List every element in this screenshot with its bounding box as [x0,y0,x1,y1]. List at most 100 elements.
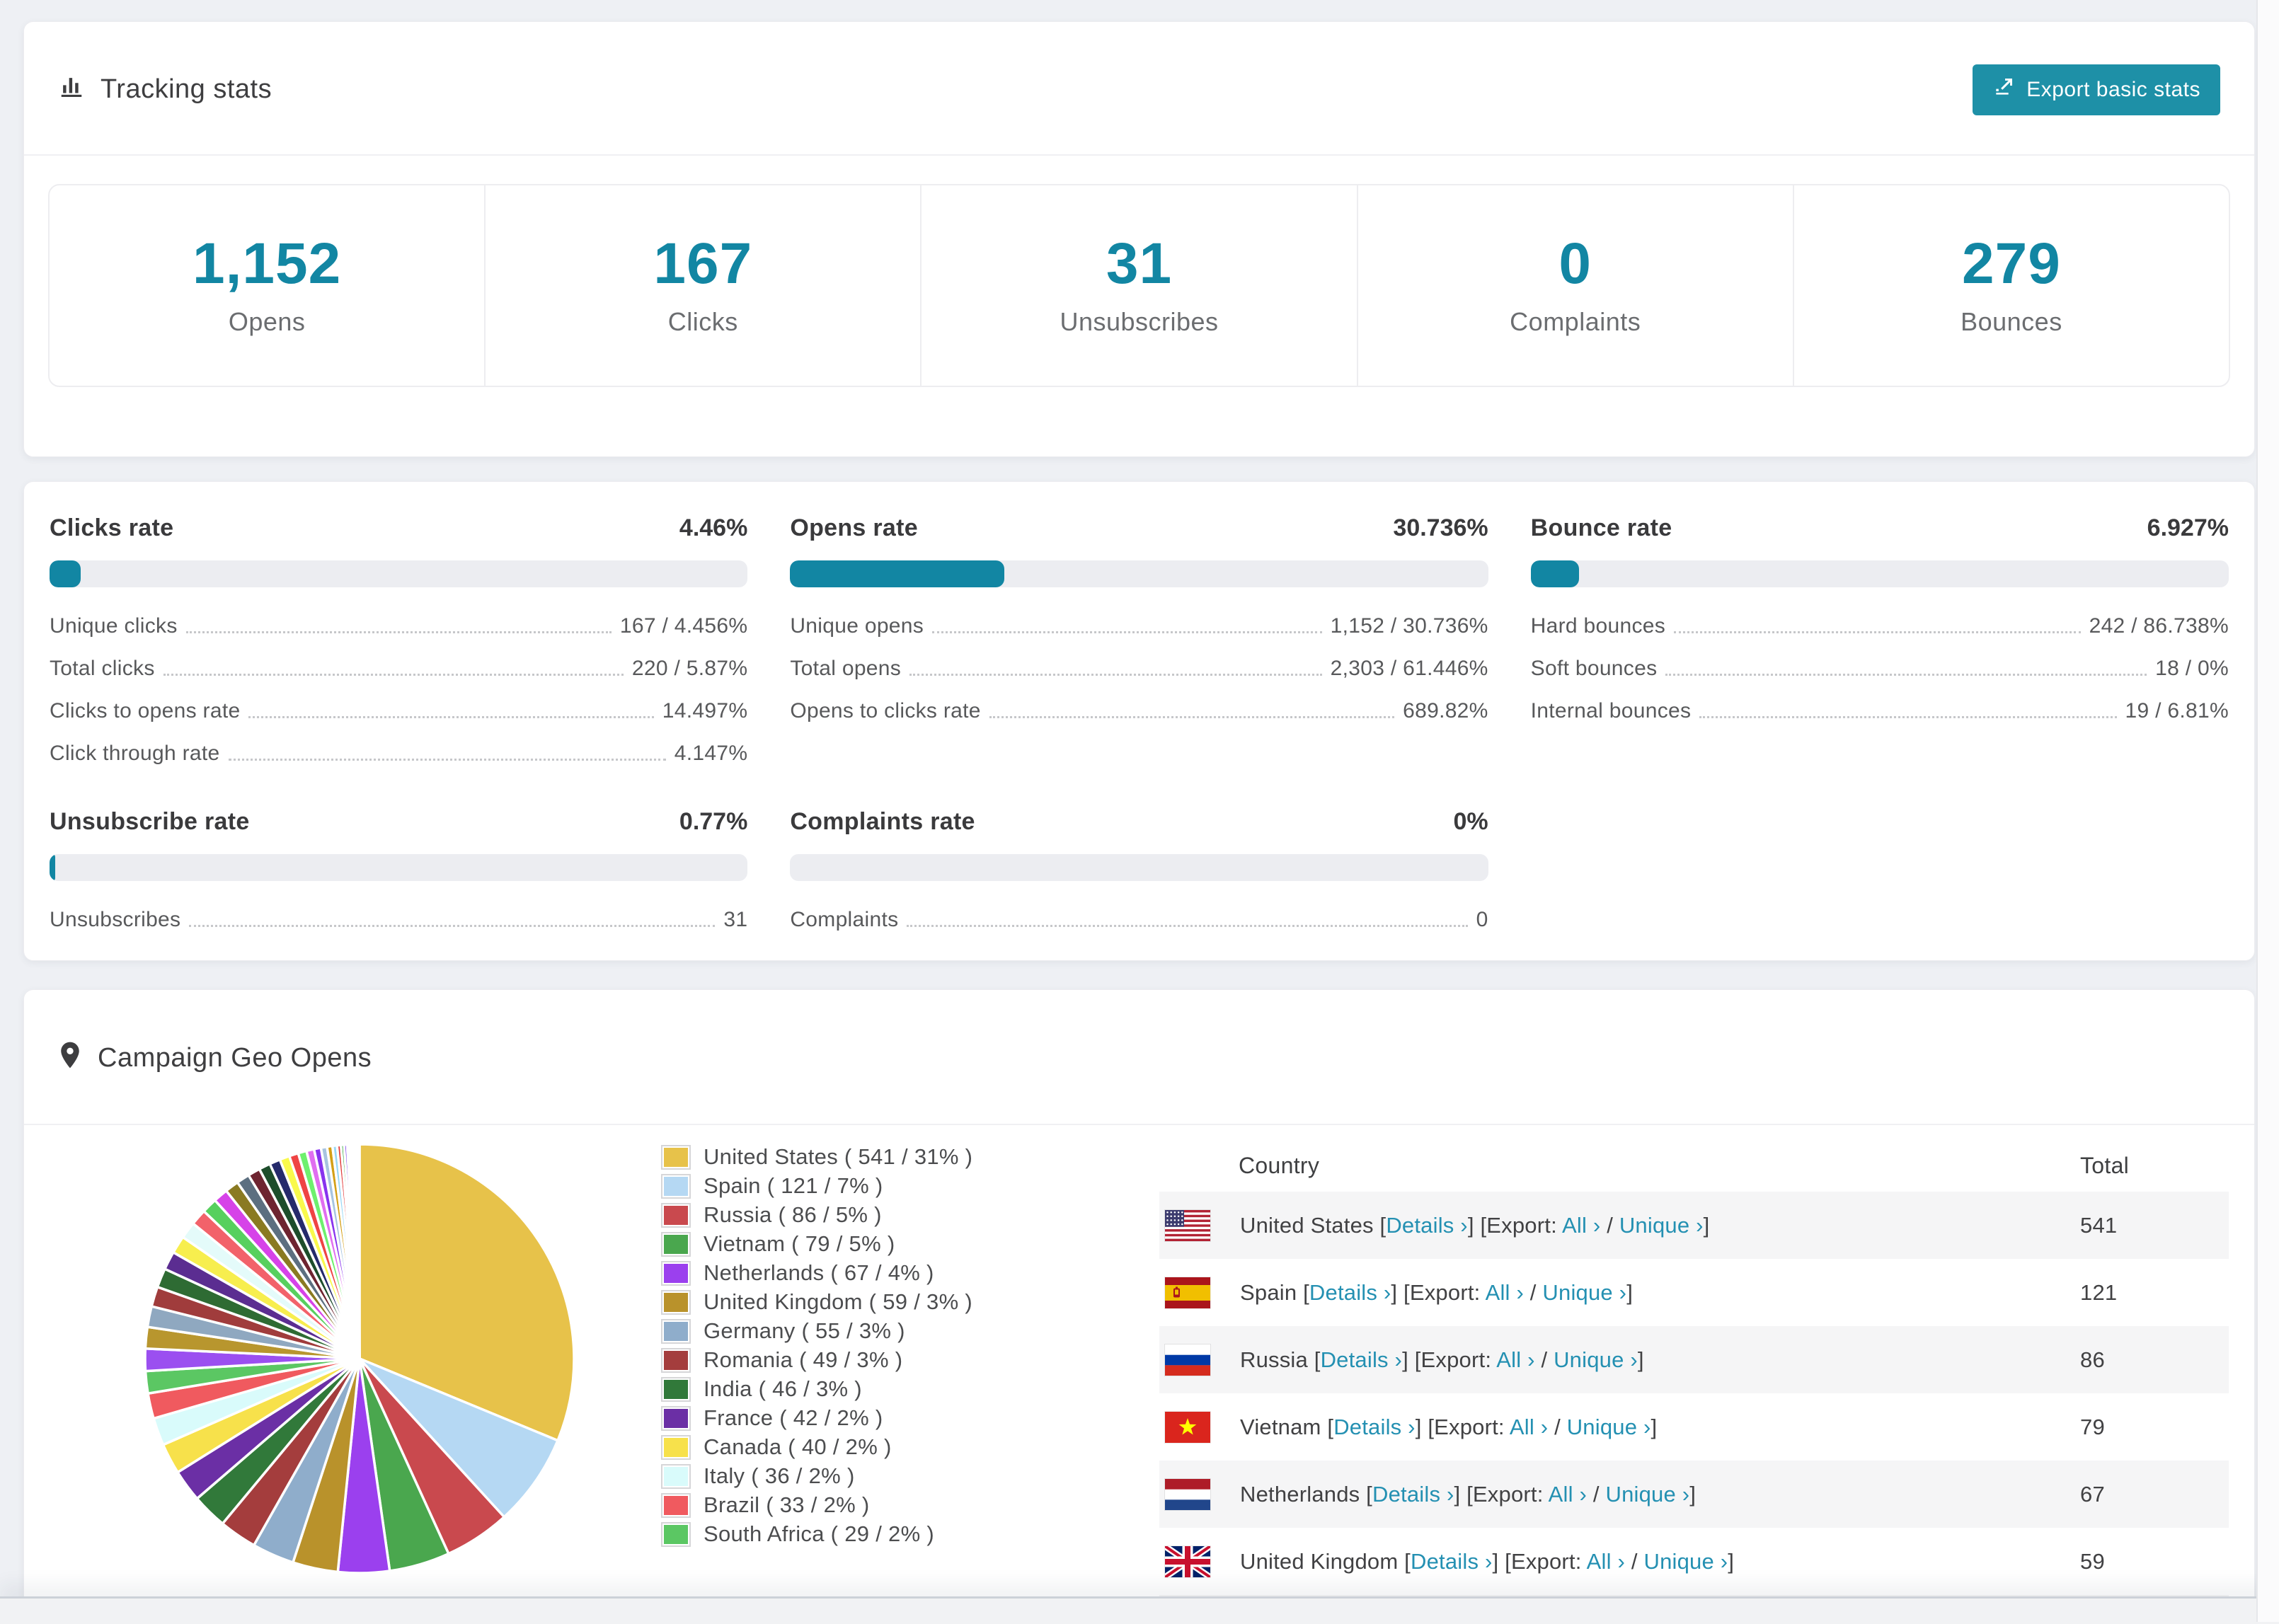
legend-item-romania[interactable]: Romania ( 49 / 3% ) [664,1347,1159,1372]
geo-title: Campaign Geo Opens [58,1041,372,1076]
stat-box-unsubscribes: 31 Unsubscribes [920,185,1356,386]
rate-row-label: Total clicks [50,657,155,681]
legend-item-germany[interactable]: Germany ( 55 / 3% ) [664,1318,1159,1344]
rate-row-label: Internal bounces [1530,699,1692,723]
legend-label: Germany ( 55 / 3% ) [704,1318,905,1344]
legend-item-united-kingdom[interactable]: United Kingdom ( 59 / 3% ) [664,1289,1159,1314]
details-link-netherlands[interactable]: Details › [1372,1481,1454,1507]
rate-row-label: Unique opens [790,614,924,638]
dotted-leader [248,716,654,719]
stat-value: 1,152 [193,231,342,296]
rate-row-label: Opens to clicks rate [790,699,981,723]
export-basic-stats-button[interactable]: Export basic stats [1973,64,2220,115]
export-all-link-russia[interactable]: All › [1496,1347,1535,1372]
export-unique-link-united-kingdom[interactable]: Unique › [1643,1548,1728,1574]
legend-label: Netherlands ( 67 / 4% ) [704,1260,934,1286]
bar-chart-icon [58,73,85,107]
dotted-leader [163,674,624,676]
export-icon [1992,76,2015,104]
pie-legend: United States ( 541 / 31% ) Spain ( 121 /… [664,1144,1159,1553]
legend-item-united-states[interactable]: United States ( 541 / 31% ) [664,1144,1159,1169]
legend-label: Brazil ( 33 / 2% ) [704,1492,870,1518]
geo-header: Campaign Geo Opens [24,990,2254,1126]
legend-swatch [664,1263,688,1283]
dotted-leader [907,925,1468,928]
total-cell: 79 [2080,1414,2105,1439]
export-unique-link-spain[interactable]: Unique › [1542,1279,1627,1305]
pie-slice-united-states[interactable] [358,1143,575,1442]
tracking-stats-title-text: Tracking stats [101,74,272,105]
legend-item-vietnam[interactable]: Vietnam ( 79 / 5% ) [664,1231,1159,1256]
flag-icon-gb [1165,1545,1210,1577]
details-link-russia[interactable]: Details › [1320,1347,1403,1372]
legend-label: France ( 42 / 2% ) [704,1405,883,1431]
dotted-leader [909,674,1322,676]
dotted-leader [1699,716,2117,719]
table-row-united-kingdom: United Kingdom [Details ›] [Export: All … [1159,1528,2229,1595]
details-link-united-kingdom[interactable]: Details › [1411,1548,1493,1574]
legend-label: South Africa ( 29 / 2% ) [704,1521,934,1547]
export-unique-link-united-states[interactable]: Unique › [1619,1212,1704,1238]
export-all-link-vietnam[interactable]: All › [1509,1414,1549,1439]
legend-swatch [664,1466,688,1486]
rate-row-unique-opens: Unique opens 1,152 / 30.736% [790,614,1488,638]
export-unique-link-vietnam[interactable]: Unique › [1566,1414,1651,1439]
details-link-spain[interactable]: Details › [1309,1279,1391,1305]
details-link-vietnam[interactable]: Details › [1333,1414,1416,1439]
rate-row-unsubscribes: Unsubscribes 31 [50,908,747,932]
export-unique-link-russia[interactable]: Unique › [1554,1347,1638,1372]
stat-label: Bounces [1961,306,2062,336]
geo-table-header: Country Total [1159,1139,2229,1192]
rate-row-hard-bounces: Hard bounces 242 / 86.738% [1531,614,2229,638]
pie-slice-other[interactable] [357,1143,361,1360]
export-all-link-united-kingdom[interactable]: All › [1586,1548,1626,1574]
legend-item-india[interactable]: India ( 46 / 3% ) [664,1376,1159,1401]
legend-swatch [664,1524,688,1544]
total-cell: 541 [2080,1212,2118,1238]
export-unique-link-netherlands[interactable]: Unique › [1605,1481,1690,1507]
scrollbar-track[interactable] [2256,0,2279,1622]
rate-progress-bar [790,854,1488,882]
rate-value: 4.46% [679,514,748,542]
rate-row-value: 242 / 86.738% [2089,614,2229,638]
pie-slice-spain[interactable] [358,1357,559,1519]
legend-swatch [664,1437,688,1457]
dotted-leader [189,925,716,928]
export-all-link-netherlands[interactable]: All › [1548,1481,1588,1507]
legend-item-italy[interactable]: Italy ( 36 / 2% ) [664,1463,1159,1488]
legend-item-netherlands[interactable]: Netherlands ( 67 / 4% ) [664,1260,1159,1286]
details-link-united-states[interactable]: Details › [1386,1212,1468,1238]
legend-item-south-africa[interactable]: South Africa ( 29 / 2% ) [664,1521,1159,1547]
column-header-total: Total [2080,1152,2130,1178]
legend-item-brazil[interactable]: Brazil ( 33 / 2% ) [664,1492,1159,1518]
dotted-leader [228,759,666,761]
stat-box-bounces: 279 Bounces [1792,185,2229,386]
legend-swatch [664,1292,688,1312]
geo-pie-chart [55,1125,664,1582]
table-row-spain: Spain [Details ›] [Export: All › / Uniqu… [1159,1259,2229,1326]
rate-row-label: Click through rate [50,742,220,766]
rate-row-label: Unsubscribes [50,908,181,932]
country-cell: Russia [Details ›] [Export: All › / Uniq… [1240,1347,1644,1372]
export-all-link-spain[interactable]: All › [1485,1279,1524,1305]
legend-swatch [664,1408,688,1428]
legend-item-france[interactable]: France ( 42 / 2% ) [664,1405,1159,1431]
country-cell: United States [Details ›] [Export: All ›… [1240,1212,1710,1238]
rate-value: 0% [1453,808,1488,836]
flag-icon-es [1165,1277,1210,1308]
legend-item-canada[interactable]: Canada ( 40 / 2% ) [664,1434,1159,1459]
total-cell: 86 [2080,1347,2105,1372]
flag-icon-us [1165,1209,1210,1241]
export-all-link-united-states[interactable]: All › [1562,1212,1601,1238]
rate-row-value: 2,303 / 61.446% [1330,657,1488,681]
dotted-leader [1674,631,2081,634]
legend-item-russia[interactable]: Russia ( 86 / 5% ) [664,1202,1159,1227]
flag-icon-nl [1165,1478,1210,1510]
rate-block-unsubscribe-rate: Unsubscribe rate 0.77% Unsubscribes 31 [50,808,748,932]
column-header-country: Country [1239,1152,1320,1178]
legend-item-spain[interactable]: Spain ( 121 / 7% ) [664,1173,1159,1198]
rate-progress-bar [790,560,1488,588]
rate-progress-fill [1530,560,1579,588]
rate-block-clicks-rate: Clicks rate 4.46% Unique clicks 167 / 4.456… [50,514,748,766]
